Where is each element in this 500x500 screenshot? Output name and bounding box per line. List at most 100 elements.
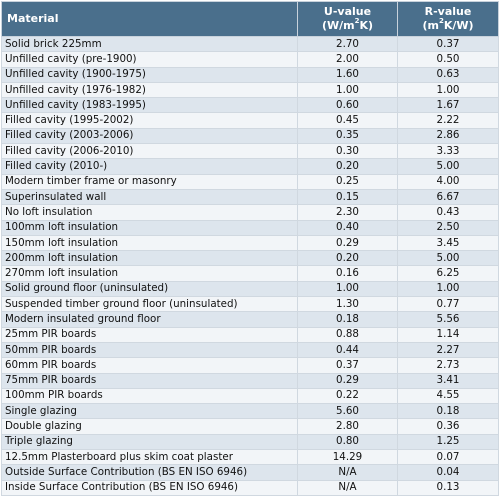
header-r-value: R-value (m2K/W) — [397, 1, 499, 37]
cell-material: Unfilled cavity (1976-1982) — [1, 81, 298, 99]
header-r-value-unit: (m2K/W) — [422, 17, 473, 32]
cell-u-value: 1.00 — [297, 81, 398, 99]
table-row: Outside Surface Contribution (BS EN ISO … — [1, 464, 499, 481]
cell-material: Double glazing — [1, 418, 298, 435]
cell-r-value: 4.00 — [397, 173, 499, 190]
cell-material: Filled cavity (1995-2002) — [1, 112, 298, 129]
table-row: 75mm PIR boards 0.29 3.41 — [1, 372, 499, 389]
cell-r-value: 1.25 — [397, 433, 499, 451]
cell-r-value: 0.50 — [397, 51, 499, 68]
cell-r-value: 0.43 — [397, 204, 499, 221]
table-row: 25mm PIR boards 0.88 1.14 — [1, 326, 499, 343]
cell-r-value: 2.73 — [397, 357, 499, 374]
cell-u-value: 2.80 — [297, 418, 398, 435]
cell-material: Superinsulated wall — [1, 188, 298, 206]
cell-u-value: 0.16 — [297, 265, 398, 282]
table-row: Single glazing 5.60 0.18 — [1, 403, 499, 420]
cell-material: 150mm loft insulation — [1, 234, 298, 252]
cell-u-value: 14.29 — [297, 449, 398, 466]
u-unit-pre: (W/m — [321, 19, 355, 32]
cell-r-value: 2.86 — [397, 127, 499, 145]
cell-r-value: 1.00 — [397, 280, 499, 298]
table-header: Material U-value (W/m2K) R-value (m2K/W) — [1, 1, 499, 37]
cell-material: Solid ground floor (uninsulated) — [1, 280, 298, 298]
cell-r-value: 4.55 — [397, 387, 499, 405]
cell-u-value: 0.25 — [297, 173, 398, 190]
cell-material: Modern insulated ground floor — [1, 311, 298, 328]
table-row: 200mm loft insulation 0.20 5.00 — [1, 250, 499, 267]
u-unit-sup: 2 — [354, 17, 360, 26]
cell-material: 25mm PIR boards — [1, 326, 298, 343]
cell-r-value: 0.63 — [397, 66, 499, 83]
table-row: Filled cavity (1995-2002) 0.45 2.22 — [1, 112, 499, 129]
cell-u-value: 0.45 — [297, 112, 398, 129]
cell-r-value: 0.37 — [397, 35, 499, 53]
header-r-value-line1: R-value — [424, 5, 472, 18]
cell-material: No loft insulation — [1, 204, 298, 221]
table-row: Solid ground floor (uninsulated) 1.00 1.00 — [1, 280, 499, 298]
header-u-value-line1: U-value — [323, 5, 372, 18]
cell-r-value: 0.18 — [397, 403, 499, 420]
cell-r-value: 6.67 — [397, 188, 499, 206]
cell-material: Unfilled cavity (1983-1995) — [1, 97, 298, 114]
cell-r-value: 3.41 — [397, 372, 499, 389]
cell-u-value: 0.44 — [297, 341, 398, 359]
table-body: Solid brick 225mm 2.70 0.37 Unfilled cavity… — [1, 35, 499, 496]
header-u-value-unit: (W/m2K) — [321, 17, 374, 32]
cell-r-value: 2.22 — [397, 112, 499, 129]
cell-u-value: 2.30 — [297, 204, 398, 221]
table-row: Filled cavity (2003-2006) 0.35 2.86 — [1, 127, 499, 145]
cell-u-value: 2.00 — [297, 51, 398, 68]
cell-r-value: 1.00 — [397, 81, 499, 99]
cell-u-value: 0.30 — [297, 143, 398, 160]
cell-material: Unfilled cavity (pre-1900) — [1, 51, 298, 68]
table-row: 60mm PIR boards 0.37 2.73 — [1, 357, 499, 374]
cell-material: Single glazing — [1, 403, 298, 420]
cell-u-value: 0.40 — [297, 219, 398, 236]
table-row: Unfilled cavity (1900-1975) 1.60 0.63 — [1, 66, 499, 83]
cell-material: Filled cavity (2006-2010) — [1, 143, 298, 160]
u-unit-post: K) — [359, 19, 374, 32]
cell-r-value: 0.13 — [397, 479, 499, 496]
cell-material: 100mm loft insulation — [1, 219, 298, 236]
table-row: Unfilled cavity (1976-1982) 1.00 1.00 — [1, 81, 499, 99]
cell-r-value: 1.14 — [397, 326, 499, 343]
cell-material: 12.5mm Plasterboard plus skim coat plast… — [1, 449, 298, 466]
table-row: Triple glazing 0.80 1.25 — [1, 433, 499, 451]
cell-u-value: 0.15 — [297, 188, 398, 206]
cell-material: 75mm PIR boards — [1, 372, 298, 389]
cell-r-value: 3.33 — [397, 143, 499, 160]
cell-material: Inside Surface Contribution (BS EN ISO 6… — [1, 479, 298, 496]
cell-material: Triple glazing — [1, 433, 298, 451]
cell-u-value: 0.29 — [297, 372, 398, 389]
table-row: Filled cavity (2006-2010) 0.30 3.33 — [1, 143, 499, 160]
table-row: Superinsulated wall 0.15 6.67 — [1, 188, 499, 206]
cell-u-value: 0.88 — [297, 326, 398, 343]
cell-material: 200mm loft insulation — [1, 250, 298, 267]
cell-u-value: N/A — [297, 464, 398, 481]
cell-u-value: 1.30 — [297, 296, 398, 313]
cell-u-value: N/A — [297, 479, 398, 496]
table-row: Suspended timber ground floor (uninsulat… — [1, 296, 499, 313]
cell-u-value: 2.70 — [297, 35, 398, 53]
cell-u-value: 1.60 — [297, 66, 398, 83]
cell-material: 60mm PIR boards — [1, 357, 298, 374]
header-u-value: U-value (W/m2K) — [297, 1, 398, 37]
header-row: Material U-value (W/m2K) R-value (m2K/W) — [1, 1, 499, 37]
r-unit-sup: 2 — [438, 17, 444, 26]
table-row: Filled cavity (2010-) 0.20 5.00 — [1, 158, 499, 175]
table-row: Modern timber frame or masonry 0.25 4.00 — [1, 173, 499, 190]
cell-material: 50mm PIR boards — [1, 341, 298, 359]
cell-u-value: 0.20 — [297, 158, 398, 175]
cell-r-value: 5.56 — [397, 311, 499, 328]
cell-material: 270mm loft insulation — [1, 265, 298, 282]
cell-u-value: 1.00 — [297, 280, 398, 298]
cell-u-value: 0.80 — [297, 433, 398, 451]
table-row: 100mm loft insulation 0.40 2.50 — [1, 219, 499, 236]
cell-u-value: 0.37 — [297, 357, 398, 374]
cell-r-value: 0.77 — [397, 296, 499, 313]
cell-material: Filled cavity (2003-2006) — [1, 127, 298, 145]
header-material: Material — [1, 1, 298, 37]
